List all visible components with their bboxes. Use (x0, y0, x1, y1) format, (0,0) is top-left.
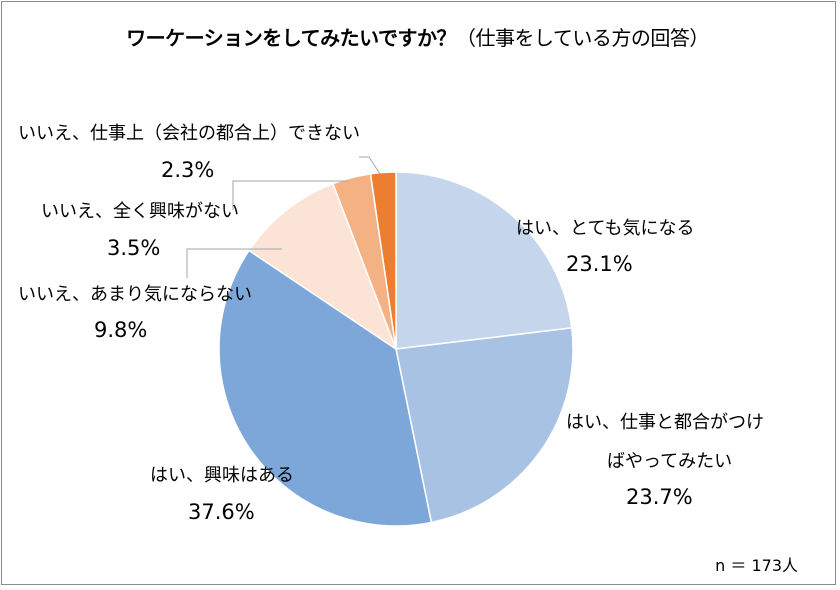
pie-slice-6 (369, 171, 397, 350)
slice-label-1: はい、とても気になる (516, 218, 695, 239)
pie-slices (218, 171, 574, 527)
slice-value-5: 3.5% (107, 236, 161, 260)
slice-value-2: 23.7% (626, 485, 693, 509)
pie-slice-1 (395, 171, 573, 350)
chart-title: ワーケーションをしてみたいですか？（仕事をしている方の回答） (0, 22, 835, 51)
slice-value-6: 2.3% (161, 158, 215, 182)
slice-label-3: はい、興味はある (150, 465, 294, 486)
slice-label-5: いいえ、全く興味がない (41, 201, 239, 222)
slice-label-6: いいえ、仕事上（会社の都合上）できない (18, 123, 360, 144)
slice-label-2-line-1: はい、仕事と都合がつけ (566, 412, 764, 433)
slice-label-2-line-2: ばやってみたい (607, 451, 733, 472)
leader-line-slice-5 (232, 180, 348, 210)
sample-size-note: n ＝ 173人 (715, 556, 798, 575)
pie-slice-3 (218, 249, 433, 527)
leader-lines (186, 156, 381, 278)
slice-label-4: いいえ、あまり気にならない (18, 284, 252, 305)
chart-title-main: ワーケーションをしてみたいですか？ (126, 26, 456, 50)
slice-value-1: 23.1% (566, 252, 633, 276)
slice-value-4: 9.8% (94, 318, 148, 342)
slice-value-3: 37.6% (188, 500, 255, 524)
leader-line-slice-6 (359, 156, 381, 175)
chart-subtitle: （仕事をしている方の回答） (456, 26, 709, 50)
pie-slice-2 (395, 327, 574, 524)
leader-line-slice-4 (186, 248, 282, 278)
pie-slice-4 (247, 182, 398, 351)
